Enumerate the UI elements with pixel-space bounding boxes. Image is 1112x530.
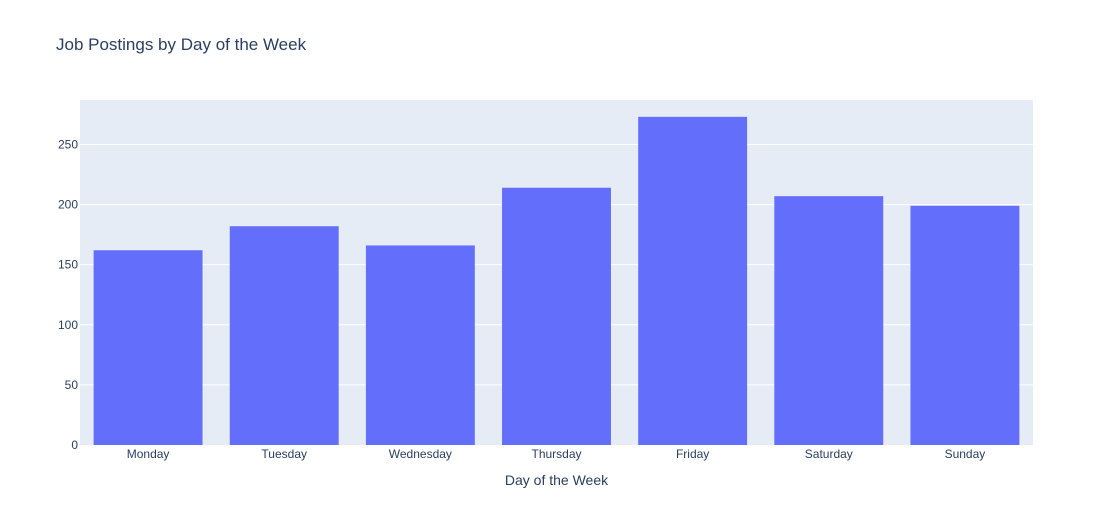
bar-wednesday[interactable] — [365, 245, 475, 445]
x-axis-title: Day of the Week — [505, 472, 609, 488]
x-tick-label: Thursday — [531, 447, 581, 461]
x-axis-ticks: Monday Tuesday Wednesday Thursday Friday Satu… — [127, 447, 986, 461]
bar-thursday[interactable] — [502, 187, 611, 445]
y-axis-ticks: 0 50 100 150 200 250 — [58, 137, 78, 452]
y-tick-label: 200 — [58, 198, 78, 212]
chart-title: Job Postings by Day of the Week — [56, 35, 307, 54]
bar-friday[interactable] — [638, 116, 748, 445]
y-tick-label: 250 — [58, 137, 78, 151]
x-tick-label: Wednesday — [389, 447, 452, 461]
x-tick-label: Saturday — [805, 447, 853, 461]
x-tick-label: Friday — [676, 447, 709, 461]
y-tick-label: 150 — [58, 258, 78, 272]
bars — [93, 116, 1020, 445]
bar-saturday[interactable] — [774, 196, 884, 445]
x-tick-label: Monday — [127, 447, 170, 461]
x-tick-label: Tuesday — [261, 447, 307, 461]
y-tick-label: 0 — [71, 438, 78, 452]
bar-monday[interactable] — [93, 250, 203, 445]
x-tick-label: Sunday — [945, 447, 986, 461]
bar-tuesday[interactable] — [229, 226, 339, 445]
y-tick-label: 100 — [58, 318, 78, 332]
y-tick-label: 50 — [65, 378, 79, 392]
bar-sunday[interactable] — [910, 205, 1020, 445]
